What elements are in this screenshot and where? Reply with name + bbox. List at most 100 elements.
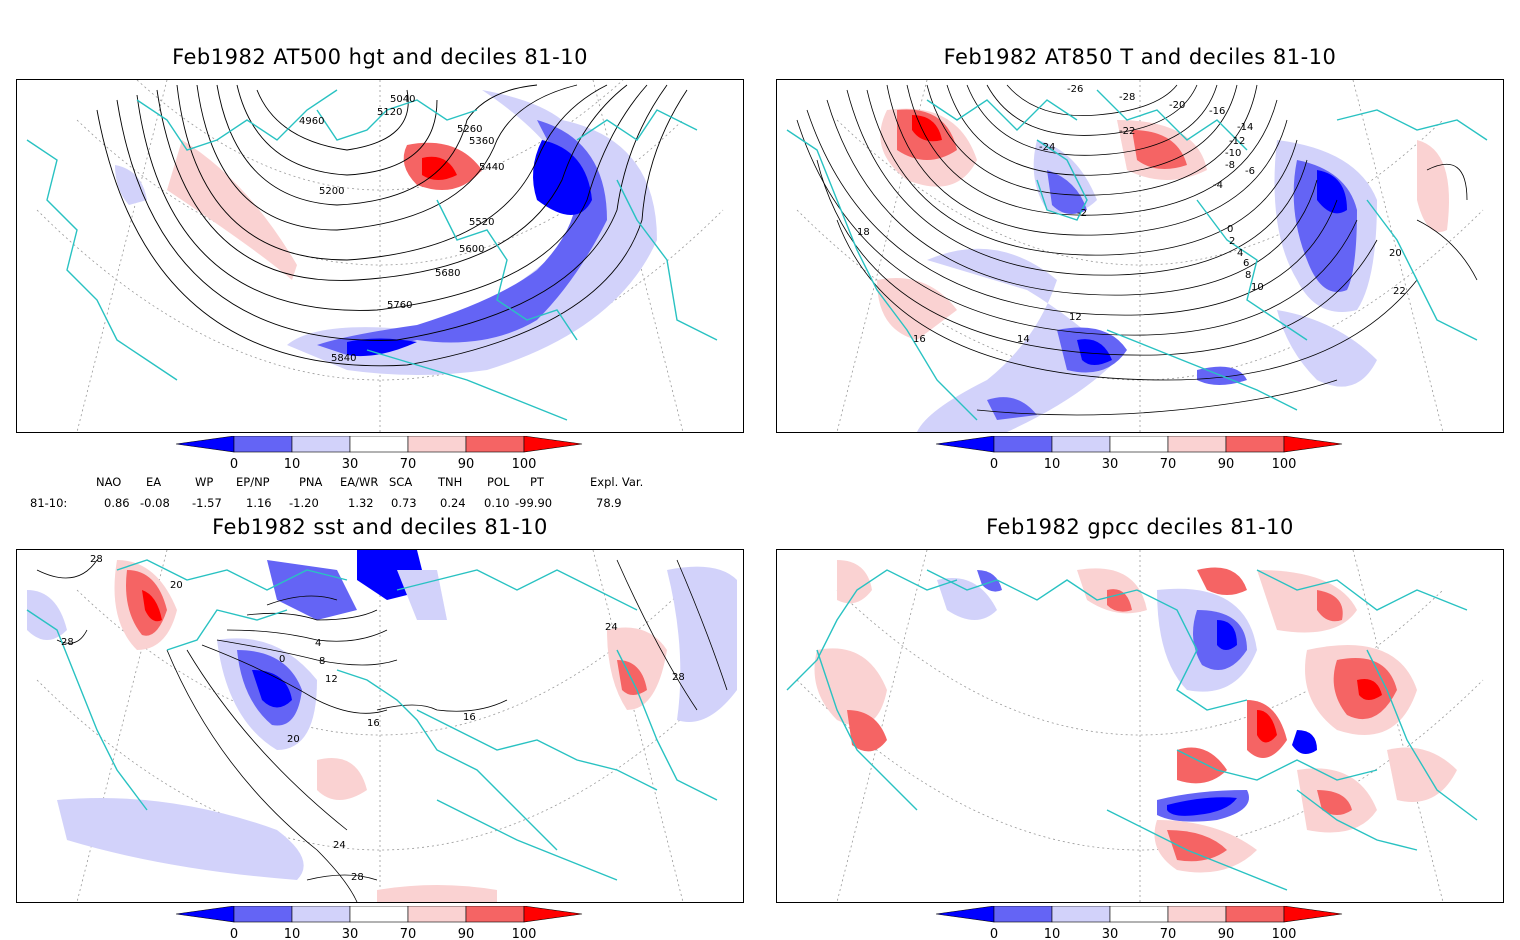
colorbar-swatch [291, 906, 351, 923]
colorbar-swatch-low-arrow [936, 906, 995, 923]
colorbar-labels: 0 10 30 70 90 100 [990, 927, 1297, 940]
colorbar-label: 30 [342, 927, 359, 940]
contours [96, 84, 688, 367]
index-row-label: 81-10: [30, 496, 68, 510]
contour-label: -2 [1077, 208, 1087, 219]
colorbar-swatch [993, 906, 1053, 923]
contour-label: 10 [1251, 282, 1264, 293]
contour-label: 4 [1237, 248, 1243, 259]
index-value-wp: -1.57 [192, 496, 222, 510]
index-header-pt: PT [530, 475, 544, 489]
contour-label: -8 [1225, 160, 1235, 171]
contour-label: 8 [319, 656, 325, 667]
colorbar-swatch-high-arrow [1283, 436, 1343, 453]
index-header-pol: POL [487, 475, 510, 489]
contour-label: 28 [61, 637, 74, 648]
index-header-explvar: Expl. Var. [590, 475, 644, 489]
coastlines [786, 89, 1488, 421]
index-header-wp: WP [195, 475, 214, 489]
colorbar-label: 70 [400, 457, 417, 470]
colorbar-label: 90 [1218, 457, 1235, 470]
index-value-nao: 0.86 [104, 496, 130, 510]
colorbar-label: 0 [990, 457, 998, 470]
colorbar-swatches [936, 906, 1343, 923]
colorbar-swatch [465, 906, 525, 923]
contour-label: 6 [1243, 258, 1249, 269]
contour-label: 20 [287, 734, 300, 745]
contour-label: 5040 [390, 94, 415, 105]
colorbar-swatch [465, 436, 525, 453]
map-panel-gpcc [776, 549, 1504, 903]
contour-label: 28 [90, 554, 103, 565]
colorbar-swatch-low-arrow [176, 906, 235, 923]
contour-label: 8 [1245, 270, 1251, 281]
panel-title-hgt500: Feb1982 AT500 hgt and deciles 81-10 [172, 45, 588, 69]
colorbar-swatch-low-arrow [936, 436, 995, 453]
contour-label: -10 [1225, 148, 1241, 159]
colorbar-swatch [349, 436, 409, 453]
contour-label: -28 [1119, 92, 1135, 103]
contour-label: -24 [1039, 142, 1055, 153]
contour-label: 5260 [457, 124, 482, 135]
decile-shading [115, 90, 657, 375]
index-header-ea: EA [146, 475, 162, 489]
colorbar-swatch [1109, 906, 1169, 923]
index-header-eawr: EA/WR [340, 475, 379, 489]
contour-label: 16 [913, 334, 926, 345]
contour-label: 5680 [435, 268, 460, 279]
contour-label: -12 [1229, 136, 1245, 147]
index-header-sca: SCA [389, 475, 413, 489]
colorbar-label: 70 [400, 927, 417, 940]
contour-labels: 28 20 28 0 4 8 12 16 20 16 24 28 28 24 [61, 554, 685, 883]
colorbar-swatch [1225, 906, 1285, 923]
contour-label: 5200 [319, 186, 344, 197]
colorbar-label: 30 [1102, 927, 1119, 940]
map-panel-hgt500: 4960 5040 5120 5200 5260 5360 5440 5520 … [16, 79, 744, 433]
contour-labels: 4960 5040 5120 5200 5260 5360 5440 5520 … [299, 94, 504, 364]
contour-label: 5760 [387, 300, 412, 311]
contour-label: -20 [1169, 100, 1185, 111]
colorbar-label: 70 [1160, 927, 1177, 940]
index-header-nao: NAO [96, 475, 122, 489]
colorbar-label: 100 [1272, 457, 1297, 470]
coastlines [786, 569, 1478, 891]
colorbar-swatch [1051, 906, 1111, 923]
contour-label: 0 [279, 654, 285, 665]
contour-label: 4960 [299, 116, 324, 127]
colorbar-swatch-high-arrow [1283, 906, 1343, 923]
colorbar-label: 70 [1160, 457, 1177, 470]
decile-shading [814, 560, 1457, 873]
contour-label: 5360 [469, 136, 494, 147]
colorbar-label: 10 [284, 457, 301, 470]
contour-label: 0 [1227, 224, 1233, 235]
colorbar-label: 0 [230, 457, 238, 470]
colorbar-label: 0 [990, 927, 998, 940]
contour-label: 24 [333, 840, 346, 851]
colorbar-label: 100 [512, 927, 537, 940]
colorbar-swatches [176, 906, 583, 923]
contour-label: 12 [325, 674, 338, 685]
colorbar-label: 30 [342, 457, 359, 470]
contour-label: 18 [857, 227, 870, 238]
contour-label: 20 [170, 580, 183, 591]
colorbar-label: 0 [230, 927, 238, 940]
contour-label: 22 [1393, 286, 1406, 297]
coastlines [26, 89, 718, 421]
colorbar-label: 90 [458, 457, 475, 470]
index-value-pt: -99.90 [515, 496, 553, 510]
colorbar-label: 100 [1272, 927, 1297, 940]
map-panel-sst: 28 20 28 0 4 8 12 16 20 16 24 28 28 24 [16, 549, 744, 903]
contour-label: 16 [367, 718, 380, 729]
colorbar-labels: 0 10 30 70 90 100 [990, 457, 1297, 470]
contour-label: 4 [315, 638, 321, 649]
colorbar-labels: 0 10 30 70 90 100 [230, 927, 537, 940]
index-value-eawr: 1.32 [348, 496, 374, 510]
colorbar-label: 90 [1218, 927, 1235, 940]
contour-label: -14 [1237, 122, 1253, 133]
contour-label: 2 [1229, 236, 1235, 247]
colorbar-swatch [407, 436, 467, 453]
panel-title-gpcc: Feb1982 gpcc deciles 81-10 [986, 515, 1294, 539]
index-value-pol: 0.10 [484, 496, 510, 510]
index-value-sca: 0.73 [391, 496, 417, 510]
decile-shading [27, 550, 737, 902]
